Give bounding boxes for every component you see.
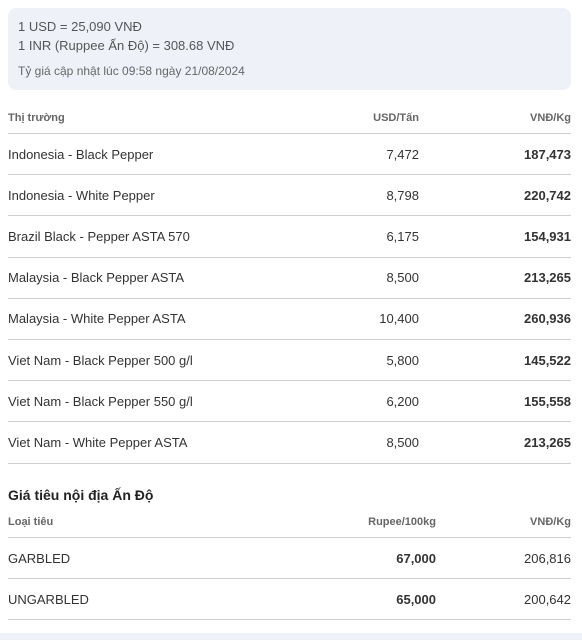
table-header: Loại tiêu Rupee/100kg VNĐ/Kg: [8, 511, 571, 538]
table-row: Indonesia - White Pepper 8,798 220,742: [8, 175, 571, 217]
rupee-price: 67,000: [396, 550, 436, 566]
table-row: Viet Nam - Black Pepper 550 g/l 6,200 15…: [8, 381, 571, 423]
market-name: Viet Nam - White Pepper ASTA: [8, 434, 188, 450]
vnd-price: 145,522: [524, 352, 571, 368]
market-name: Viet Nam - Black Pepper 500 g/l: [8, 352, 193, 368]
market-name: Brazil Black - Pepper ASTA 570: [8, 228, 190, 244]
market-name: Malaysia - Black Pepper ASTA: [8, 270, 185, 286]
table-row: Brazil Black - Pepper ASTA 570 6,175 154…: [8, 216, 571, 258]
header-market: Thị trường: [8, 112, 65, 124]
vnd-price: 155,558: [524, 393, 571, 409]
usd-price: 8,500: [386, 434, 419, 450]
table-header: Thị trường USD/Tấn VNĐ/Kg: [8, 108, 571, 134]
vnd-price: 213,265: [524, 270, 571, 286]
usd-price: 5,800: [386, 352, 419, 368]
usd-rate: 1 USD = 25,090 VNĐ: [18, 19, 142, 34]
rupee-price: 65,000: [396, 591, 436, 607]
pepper-type: UNGARBLED: [8, 591, 89, 607]
inr-rate: 1 INR (Ruppee Ấn Độ) = 308.68 VNĐ: [18, 38, 235, 53]
bottom-strip: [0, 633, 582, 640]
table-row: Viet Nam - White Pepper ASTA 8,500 213,2…: [8, 422, 571, 464]
usd-price: 6,175: [386, 228, 419, 244]
header-vnd-per-kg: VNĐ/Kg: [530, 112, 571, 124]
table-row: Indonesia - Black Pepper 7,472 187,473: [8, 134, 571, 176]
header-pepper-type: Loại tiêu: [8, 516, 54, 528]
table-row: UNGARBLED 65,000 200,642: [8, 579, 571, 620]
vnd-price: 187,473: [524, 146, 571, 162]
vnd-price: 200,642: [524, 591, 571, 607]
india-pepper-price-table: Loại tiêu Rupee/100kg VNĐ/Kg GARBLED 67,…: [8, 511, 571, 620]
usd-price: 6,200: [386, 393, 419, 409]
vnd-price: 260,936: [524, 311, 571, 327]
table-row: Malaysia - White Pepper ASTA 10,400 260,…: [8, 299, 571, 340]
vnd-price: 206,816: [524, 550, 571, 566]
usd-price: 7,472: [386, 146, 419, 162]
vnd-price: 213,265: [524, 434, 571, 450]
market-name: Viet Nam - Black Pepper 550 g/l: [8, 393, 193, 409]
table-row: Malaysia - Black Pepper ASTA 8,500 213,2…: [8, 258, 571, 299]
header-rupee-per-100kg: Rupee/100kg: [368, 516, 436, 528]
header-vnd-per-kg: VNĐ/Kg: [530, 516, 571, 528]
market-name: Indonesia - Black Pepper: [8, 146, 154, 162]
table-row: Viet Nam - Black Pepper 500 g/l 5,800 14…: [8, 340, 571, 382]
table-row: GARBLED 67,000 206,816: [8, 538, 571, 579]
header-usd-per-ton: USD/Tấn: [373, 112, 419, 124]
vnd-price: 220,742: [524, 187, 571, 203]
world-pepper-price-table: Thị trường USD/Tấn VNĐ/Kg Indonesia - Bl…: [8, 108, 571, 464]
rate-updated-time: Tỷ giá cập nhật lúc 09:58 ngày 21/08/202…: [18, 64, 245, 78]
usd-price: 10,400: [379, 311, 419, 327]
usd-price: 8,798: [386, 187, 419, 203]
exchange-rate-box: 1 USD = 25,090 VNĐ 1 INR (Ruppee Ấn Độ) …: [8, 8, 571, 90]
india-section-title: Giá tiêu nội địa Ấn Độ: [8, 487, 154, 503]
market-name: Indonesia - White Pepper: [8, 187, 155, 203]
vnd-price: 154,931: [524, 228, 571, 244]
pepper-type: GARBLED: [8, 550, 71, 566]
market-name: Malaysia - White Pepper ASTA: [8, 311, 186, 327]
usd-price: 8,500: [386, 270, 419, 286]
